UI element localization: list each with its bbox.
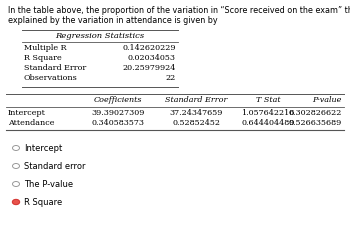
Text: Regression Statistics: Regression Statistics: [55, 32, 145, 40]
Text: Intercept: Intercept: [24, 144, 62, 153]
Text: Standard Error: Standard Error: [24, 64, 86, 72]
Text: 37.24347659: 37.24347659: [169, 109, 223, 117]
Text: Intercept: Intercept: [8, 109, 46, 117]
Text: 0.644404489: 0.644404489: [241, 119, 295, 127]
Text: explained by the variation in attendance is given by: explained by the variation in attendance…: [8, 16, 218, 25]
Text: T Stat: T Stat: [256, 96, 280, 104]
Circle shape: [13, 200, 20, 204]
Text: 0.02034053: 0.02034053: [128, 54, 176, 62]
Text: R Square: R Square: [24, 54, 62, 62]
Text: In the table above, the proportion of the variation in “Score received on the ex: In the table above, the proportion of th…: [8, 6, 350, 15]
Text: 0.526635689: 0.526635689: [289, 119, 342, 127]
Text: 1.057642216: 1.057642216: [241, 109, 295, 117]
Text: Observations: Observations: [24, 74, 78, 82]
Text: Multiple R: Multiple R: [24, 44, 66, 52]
Text: 39.39027309: 39.39027309: [91, 109, 145, 117]
Text: Attendance: Attendance: [8, 119, 55, 127]
Text: Standard error: Standard error: [24, 162, 85, 171]
Text: 0.52852452: 0.52852452: [172, 119, 220, 127]
Text: Standard Error: Standard Error: [165, 96, 227, 104]
Text: 0.142620229: 0.142620229: [122, 44, 176, 52]
Text: The P-value: The P-value: [24, 180, 73, 189]
Text: 0.302826622: 0.302826622: [289, 109, 342, 117]
Text: 22: 22: [166, 74, 176, 82]
Text: Coefficients: Coefficients: [94, 96, 142, 104]
Text: 0.340583573: 0.340583573: [91, 119, 145, 127]
Text: R Square: R Square: [24, 198, 62, 207]
Text: 20.25979924: 20.25979924: [122, 64, 176, 72]
Text: P-value: P-value: [313, 96, 342, 104]
